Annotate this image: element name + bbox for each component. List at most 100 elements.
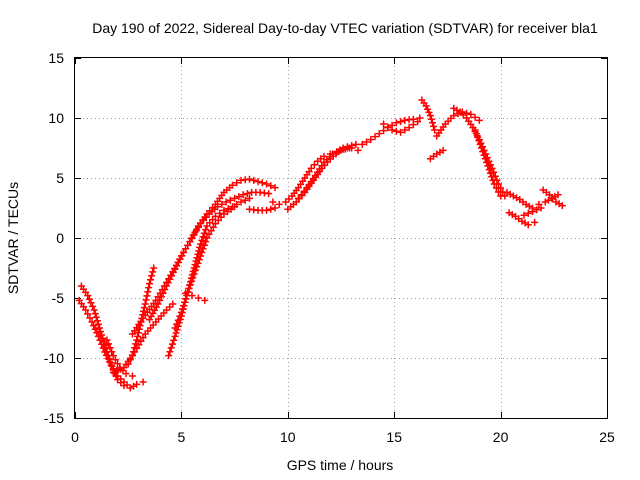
data-point [220,210,228,218]
data-point-trail [392,127,400,135]
data-point-trail [401,126,409,134]
data-point [211,212,219,220]
data-point-trail [497,184,507,196]
series-arc-24 [535,191,562,208]
data-point-trail [131,324,141,335]
data-point [537,204,545,212]
data-point [150,264,158,272]
data-point [128,372,136,380]
data-point-trail [80,285,90,296]
data-point-trail [479,148,491,166]
data-point [337,146,345,154]
data-point-trail [435,123,447,137]
data-point [254,178,262,186]
x-axis-label: GPS time / hours [287,457,394,473]
data-point-trail [214,191,226,205]
data-point-trail [173,312,184,328]
x-tick-label: 25 [599,429,615,445]
plot-frame [74,57,608,419]
data-point [263,206,271,214]
data-point [109,368,117,376]
data-point [171,324,179,332]
data-point [531,218,539,226]
data-point [431,126,439,134]
data-point [171,332,179,340]
data-point [439,146,447,154]
data-point [497,192,505,200]
data-point [245,175,253,183]
data-point [88,318,96,326]
data-point [222,198,230,206]
data-point [490,180,498,188]
data-point-trail [380,127,388,135]
data-point-trail [84,310,94,322]
data-point-trail [297,177,307,188]
data-point [201,296,209,304]
data-point-trail [427,115,438,130]
data-point [380,120,388,128]
data-point-trail [290,186,300,197]
data-point [94,332,102,340]
data-point [375,130,383,138]
data-point-trail [533,206,541,214]
data-point-trail [465,117,475,128]
data-point [197,240,205,248]
data-point [190,270,198,278]
data-point-trail [371,133,379,141]
x-tick-label: 10 [280,429,296,445]
data-point-trail [113,365,124,375]
series-arc-20 [471,126,505,200]
data-point-trail [397,118,405,126]
data-point-trail [250,176,258,184]
data-point-trail [323,153,334,164]
data-point-trail [191,243,204,269]
series-arc-13 [284,140,360,213]
data-point [139,378,147,386]
data-point-trail [485,166,497,184]
data-point [237,198,245,206]
data-point-trail [363,138,371,146]
data-point [141,300,149,308]
data-point-trail [105,340,116,356]
series-arc-7 [145,188,273,324]
data-point [228,181,236,189]
data-point-trail [267,205,275,213]
data-point-trail [206,216,217,227]
data-point [558,202,566,210]
data-point [397,128,405,136]
data-point [414,118,422,126]
data-point-trail [155,309,168,323]
data-point [269,198,277,206]
data-point [214,203,222,211]
data-point [165,352,173,360]
data-point [388,126,396,134]
x-tick-label: 5 [178,429,186,445]
data-point-trail [235,193,243,201]
data-point-trail [333,148,341,156]
data-point-trail [166,336,178,356]
data-point-trail [156,286,169,304]
data-point-trail [483,154,494,169]
data-point-trail [91,310,103,332]
data-point-trail [147,268,157,284]
data-point-trail [96,336,107,352]
y-tick-label: -5 [52,290,65,306]
series-arc-16 [380,118,422,136]
data-point [352,140,360,148]
data-point-trail [104,352,116,370]
data-point-trail [111,356,122,368]
y-tick-label: 10 [48,110,64,126]
data-point-trail [134,322,144,340]
data-point [120,382,128,390]
series-arc-9 [171,203,239,332]
data-point [188,234,196,242]
data-point-trail [145,299,158,313]
series-arc-14 [294,144,354,202]
data-point [231,194,239,202]
data-point [354,146,362,154]
series-arc-25 [539,186,566,210]
data-point [307,164,315,172]
data-point [265,190,273,198]
data-point [520,211,528,219]
data-point [471,126,479,134]
